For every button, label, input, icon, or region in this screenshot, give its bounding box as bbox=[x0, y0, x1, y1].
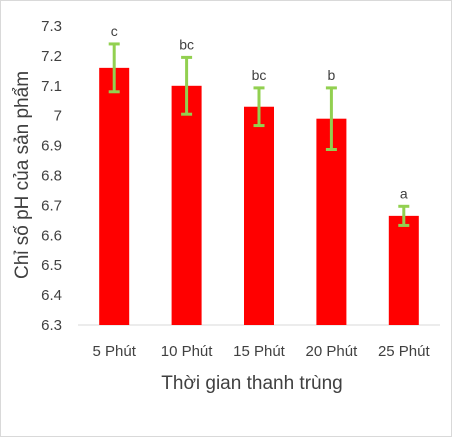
x-tick-label: 15 Phút bbox=[233, 343, 286, 360]
significance-label: a bbox=[400, 185, 408, 201]
bar bbox=[316, 118, 347, 325]
y-tick-label: 6.9 bbox=[41, 138, 62, 155]
y-tick-label: 6.7 bbox=[41, 197, 62, 214]
y-tick-label: 6.8 bbox=[41, 168, 62, 185]
bar bbox=[388, 215, 419, 325]
x-tick-label: 25 Phút bbox=[378, 343, 431, 360]
y-tick-label: 7.1 bbox=[41, 78, 62, 95]
bar bbox=[244, 106, 274, 325]
y-axis-title: Chỉ số pH của sản phẩm bbox=[12, 71, 33, 279]
y-tick-label: 6.3 bbox=[41, 317, 62, 334]
x-tick-label: 20 Phút bbox=[306, 343, 359, 360]
bar bbox=[99, 67, 130, 326]
error-bars bbox=[108, 42, 410, 227]
x-tick-label: 5 Phút bbox=[93, 343, 137, 360]
y-tick-labels: 6.3 6.4 6.5 6.6 6.7 6.8 6.9 7 7.1 7.2 7.3 bbox=[41, 18, 62, 334]
error-bar bbox=[181, 55, 193, 116]
error-bar bbox=[253, 86, 265, 128]
y-tick-label: 7 bbox=[54, 108, 62, 125]
error-bar bbox=[398, 204, 410, 227]
y-tick-label: 7.3 bbox=[41, 18, 62, 35]
x-axis-title: Thời gian thanh trùng bbox=[161, 373, 342, 394]
significance-label: c bbox=[111, 23, 118, 39]
y-tick-label: 6.4 bbox=[41, 287, 62, 304]
x-tick-label: 10 Phút bbox=[161, 343, 214, 360]
error-bar bbox=[325, 86, 337, 151]
significance-label: bc bbox=[252, 67, 267, 83]
significance-label: bc bbox=[179, 36, 194, 52]
y-tick-label: 7.2 bbox=[41, 48, 62, 65]
x-tick-labels: 5 Phút 10 Phút 15 Phút 20 Phút 25 Phút bbox=[93, 343, 431, 360]
significance-label: b bbox=[328, 67, 336, 83]
y-tick-label: 6.6 bbox=[41, 227, 62, 244]
bar bbox=[171, 85, 202, 325]
y-tick-label: 6.5 bbox=[41, 257, 62, 274]
bars bbox=[99, 67, 419, 326]
significance-labels: c bc bc b a bbox=[111, 23, 408, 201]
error-bar bbox=[108, 42, 120, 94]
